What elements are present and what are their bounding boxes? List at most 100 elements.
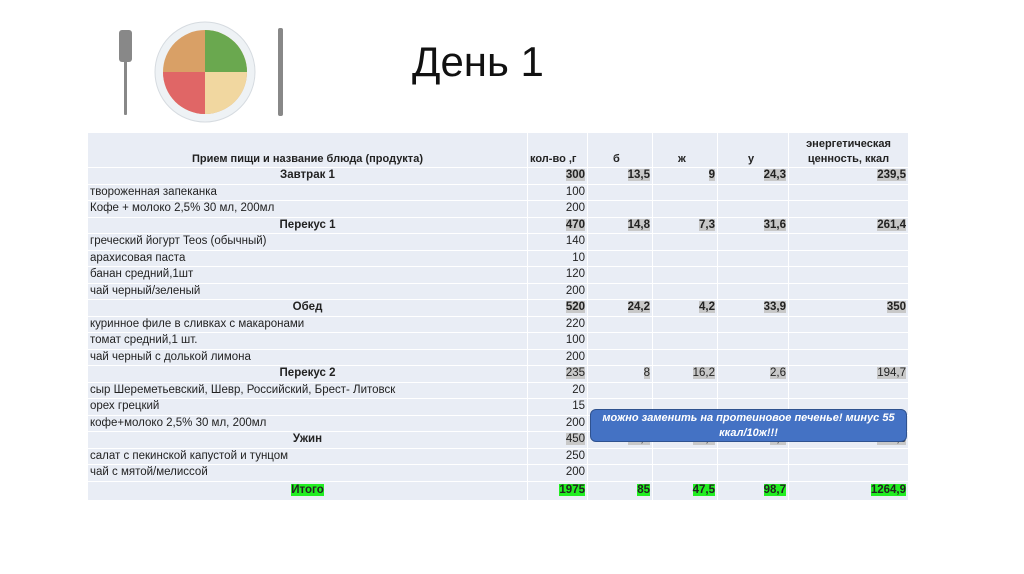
cell-b — [587, 183, 653, 201]
qty-value: 200 — [565, 350, 585, 363]
cell-b: 13,5 — [587, 167, 653, 185]
name-text: чай черный с долькой лимона — [90, 350, 251, 363]
cell-qty: 200 — [527, 464, 588, 482]
knife-icon — [278, 28, 283, 116]
cell-kcal: 261,4 — [788, 216, 909, 234]
qty-value: 200 — [565, 202, 585, 215]
cell-name: кофе+молоко 2,5% 30 мл, 200мл — [87, 414, 528, 432]
cell-kcal — [788, 464, 909, 482]
header-protein: б — [587, 132, 653, 168]
cell-f: 47,5 — [652, 480, 718, 501]
cell-f — [652, 282, 718, 300]
table-row: чай с мятой/мелиссой 200 — [87, 464, 909, 482]
name-text: чай с мятой/мелиссой — [90, 466, 208, 479]
cell-b — [587, 266, 653, 284]
qty-value: 100 — [565, 185, 585, 198]
cell-c — [717, 282, 789, 300]
cell-qty: 250 — [527, 447, 588, 465]
cell-kcal: 194,7 — [788, 365, 909, 383]
total-label: Итого — [291, 484, 324, 496]
header-kcal: энергетическая ценность, ккал — [788, 132, 909, 168]
cell-b: 85 — [587, 480, 653, 501]
cell-kcal — [788, 266, 909, 284]
kcal-value: 261,4 — [877, 218, 906, 231]
table-row: кофе+молоко 2,5% 30 мл, 200мл 200 — [87, 414, 909, 432]
table-row: куринное филе в сливках с макаронами 220 — [87, 315, 909, 333]
cell-b: 24,2 — [587, 299, 653, 317]
cell-qty: 120 — [527, 266, 588, 284]
note-callout: можно заменить на протеиновое печенье! м… — [590, 409, 907, 442]
cell-c — [717, 332, 789, 350]
cell-name: томат средний,1 шт. — [87, 332, 528, 350]
cell-qty: 100 — [527, 183, 588, 201]
kcal-value: 350 — [886, 301, 906, 314]
total-f: 47,5 — [692, 484, 715, 496]
cell-f — [652, 332, 718, 350]
name-text: сыр Шереметьевский, Шевр, Российский, Бр… — [90, 383, 396, 396]
cell-name: орех грецкий — [87, 398, 528, 416]
total-c: 98,7 — [763, 484, 786, 496]
cell-f: 7,3 — [652, 216, 718, 234]
cell-name: сыр Шереметьевский, Шевр, Российский, Бр… — [87, 381, 528, 399]
cell-kcal — [788, 233, 909, 251]
c-value: 31,6 — [763, 218, 786, 231]
qty-value: 200 — [565, 416, 585, 429]
cell-c — [717, 249, 789, 267]
cell-f — [652, 348, 718, 366]
header-name: Прием пищи и название блюда (продукта) — [87, 132, 528, 168]
cell-f — [652, 183, 718, 201]
cell-kcal — [788, 249, 909, 267]
name-text: куринное филе в сливках с макаронами — [90, 317, 305, 330]
cell-name: твороженная запеканка — [87, 183, 528, 201]
cell-kcal: 239,5 — [788, 167, 909, 185]
cell-qty: 100 — [527, 332, 588, 350]
cell-kcal — [788, 447, 909, 465]
kcal-value: 239,5 — [877, 169, 906, 182]
cell-c — [717, 464, 789, 482]
cell-kcal — [788, 282, 909, 300]
name-text: Обед — [292, 301, 323, 314]
cell-f — [652, 381, 718, 399]
meal-row: Перекус 1 470 14,8 7,3 31,6 261,4 — [87, 216, 909, 234]
cell-b — [587, 233, 653, 251]
cell-c — [717, 233, 789, 251]
cell-kcal — [788, 332, 909, 350]
f-value: 7,3 — [699, 218, 715, 231]
cell-c — [717, 266, 789, 284]
cell-f — [652, 464, 718, 482]
table-row: греческий йогурт Teos (обычный) 140 — [87, 233, 909, 251]
cell-c — [717, 200, 789, 218]
plate-illustration — [119, 21, 283, 123]
cell-b: 8 — [587, 365, 653, 383]
total-kcal: 1264,9 — [870, 484, 906, 496]
b-value: 14,8 — [627, 218, 650, 231]
qty-value: 20 — [572, 383, 585, 396]
cell-c — [717, 315, 789, 333]
table-row: чай черный с долькой лимона 200 — [87, 348, 909, 366]
table-row: салат с пекинской капустой и тунцом 250 — [87, 447, 909, 465]
qty-value: 250 — [565, 449, 585, 462]
total-row: Итого 1975 85 47,5 98,7 1264,9 — [87, 480, 909, 501]
cell-c: 24,3 — [717, 167, 789, 185]
cell-b — [587, 315, 653, 333]
qty-value: 100 — [565, 334, 585, 347]
total-qty: 1975 — [559, 484, 585, 496]
name-text: Ужин — [292, 433, 323, 446]
cell-qty: 200 — [527, 200, 588, 218]
name-text: Завтрак 1 — [280, 169, 335, 182]
name-text: салат с пекинской капустой и тунцом — [90, 449, 289, 462]
cell-kcal: 1264,9 — [788, 480, 909, 501]
name-text: орех грецкий — [90, 400, 160, 413]
cell-qty: 20 — [527, 381, 588, 399]
table-row: томат средний,1 шт. 100 — [87, 332, 909, 350]
cell-name: куринное филе в сливках с макаронами — [87, 315, 528, 333]
cell-name: Завтрак 1 — [87, 167, 528, 185]
qty-value: 300 — [565, 169, 585, 182]
cell-b — [587, 332, 653, 350]
cell-c: 33,9 — [717, 299, 789, 317]
cell-qty: 470 — [527, 216, 588, 234]
name-text: Кофе + молоко 2,5% 30 мл, 200мл — [90, 202, 275, 215]
cell-name: Ужин — [87, 431, 528, 449]
table-row: чай черный/зеленый 200 — [87, 282, 909, 300]
header-qty: кол-во ,г — [527, 132, 588, 168]
